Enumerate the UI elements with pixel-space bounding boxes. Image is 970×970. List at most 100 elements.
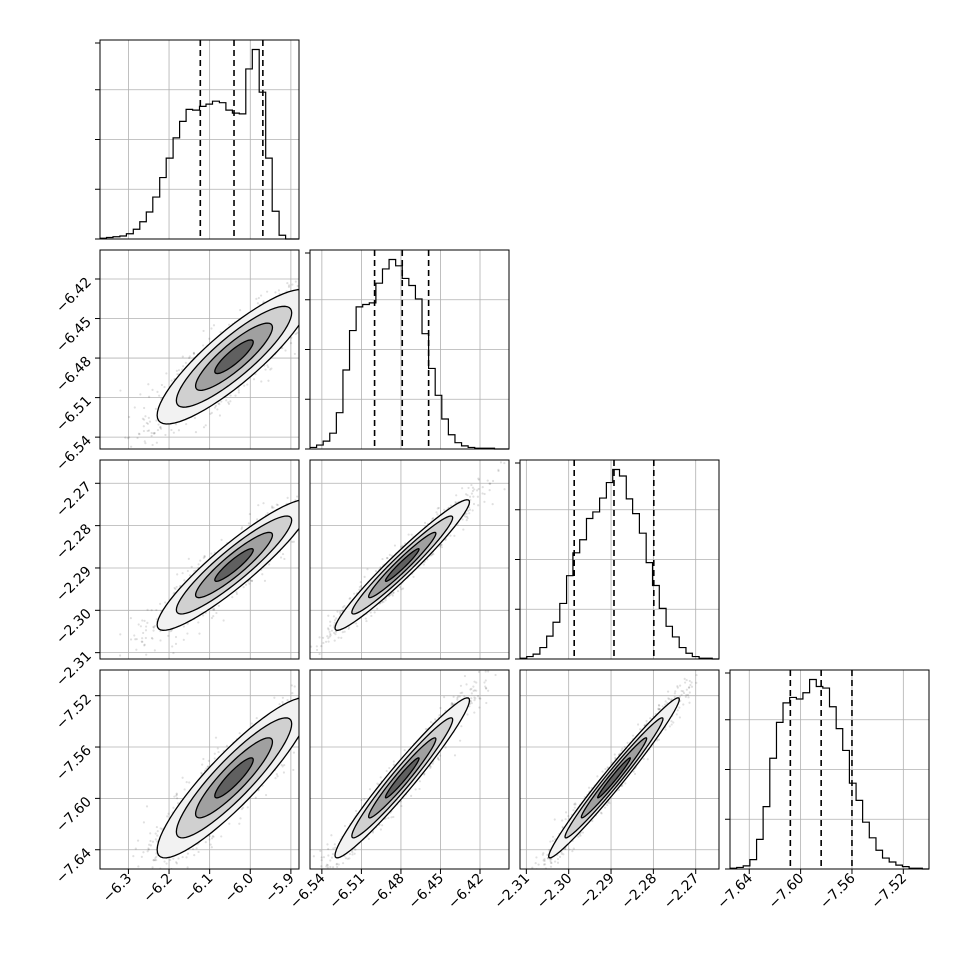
sample-point bbox=[185, 422, 188, 426]
sample-point bbox=[154, 832, 157, 835]
sample-point bbox=[355, 622, 358, 625]
sample-point bbox=[136, 436, 139, 440]
sample-point bbox=[384, 599, 387, 602]
sample-point bbox=[229, 394, 232, 397]
sample-point bbox=[315, 494, 317, 496]
sample-point bbox=[400, 545, 403, 548]
sample-point bbox=[483, 500, 486, 503]
sample-point bbox=[359, 584, 363, 588]
sample-point bbox=[302, 318, 304, 320]
sample-point bbox=[454, 500, 457, 504]
sample-point bbox=[325, 285, 327, 287]
sample-point bbox=[213, 757, 216, 760]
sample-point bbox=[211, 608, 215, 611]
sample-point bbox=[159, 602, 162, 605]
sample-point bbox=[275, 503, 278, 506]
panel-frame bbox=[99, 39, 300, 240]
sample-point bbox=[134, 638, 137, 641]
sample-point bbox=[199, 559, 202, 562]
sample-point bbox=[449, 504, 452, 507]
sample-point bbox=[134, 847, 137, 850]
sample-point bbox=[190, 565, 193, 568]
sample-point bbox=[301, 290, 303, 292]
sample-point bbox=[186, 569, 189, 573]
sample-point bbox=[188, 356, 191, 360]
sample-point bbox=[248, 512, 251, 516]
sample-point bbox=[185, 856, 188, 859]
sample-point bbox=[381, 557, 384, 561]
sample-point bbox=[373, 611, 376, 614]
sample-point bbox=[291, 540, 294, 543]
sample-point bbox=[186, 622, 189, 625]
sample-point bbox=[317, 293, 319, 295]
sample-point bbox=[302, 522, 304, 524]
sample-point bbox=[329, 624, 332, 627]
sample-point bbox=[152, 625, 155, 629]
scatter-panel-2-1 bbox=[99, 249, 364, 453]
sample-point bbox=[270, 505, 274, 508]
sample-point bbox=[151, 388, 154, 391]
sample-point bbox=[440, 543, 443, 547]
sample-point bbox=[300, 508, 302, 510]
sample-point bbox=[336, 294, 338, 296]
sample-point bbox=[488, 482, 491, 485]
sample-point bbox=[260, 380, 263, 383]
sample-point bbox=[266, 290, 269, 293]
sample-point bbox=[341, 484, 343, 486]
sample-point bbox=[145, 805, 149, 808]
sample-point bbox=[144, 415, 147, 418]
sample-point bbox=[481, 492, 484, 495]
sample-point bbox=[341, 281, 343, 283]
sample-point bbox=[266, 512, 269, 515]
sample-point bbox=[247, 522, 250, 525]
sample-point bbox=[342, 646, 344, 648]
sample-point bbox=[215, 611, 218, 615]
sample-point bbox=[133, 406, 136, 409]
sample-point bbox=[362, 253, 364, 255]
sample-point bbox=[136, 886, 138, 888]
sample-point bbox=[279, 556, 283, 559]
sample-point bbox=[246, 383, 249, 386]
sample-point bbox=[299, 496, 301, 498]
sample-point bbox=[165, 372, 168, 375]
sample-point bbox=[388, 553, 391, 556]
sample-point bbox=[477, 478, 481, 481]
sample-point bbox=[311, 511, 313, 513]
sample-point bbox=[270, 367, 273, 370]
sample-point bbox=[329, 491, 331, 493]
sample-point bbox=[430, 554, 433, 557]
sample-point bbox=[468, 508, 472, 511]
sample-point bbox=[453, 534, 456, 537]
sample-point bbox=[266, 364, 269, 367]
sample-point bbox=[202, 556, 205, 559]
sample-point bbox=[151, 443, 154, 447]
sample-point bbox=[173, 586, 176, 590]
sample-point bbox=[473, 488, 476, 491]
sample-point bbox=[317, 307, 319, 309]
sample-point bbox=[336, 610, 339, 613]
sample-point bbox=[188, 574, 192, 577]
sample-point bbox=[468, 495, 472, 498]
sample-point bbox=[437, 506, 440, 510]
sample-point bbox=[380, 601, 384, 604]
sample-point bbox=[160, 451, 162, 453]
sample-point bbox=[152, 629, 155, 632]
sample-point bbox=[347, 627, 350, 631]
sample-point bbox=[320, 645, 323, 648]
sample-point bbox=[198, 632, 201, 635]
sample-point bbox=[178, 585, 182, 588]
sample-point bbox=[148, 420, 152, 423]
sample-point bbox=[167, 634, 170, 637]
sample-point bbox=[304, 328, 306, 330]
sample-point bbox=[339, 610, 342, 613]
sample-point bbox=[268, 563, 271, 566]
sample-point bbox=[147, 395, 151, 398]
sample-point bbox=[141, 619, 144, 622]
sample-point bbox=[292, 768, 295, 772]
sample-point bbox=[391, 594, 394, 597]
sample-point bbox=[312, 514, 314, 516]
sample-point bbox=[225, 399, 228, 402]
sample-point bbox=[300, 499, 302, 501]
sample-point bbox=[376, 607, 379, 610]
sample-point bbox=[305, 500, 307, 502]
